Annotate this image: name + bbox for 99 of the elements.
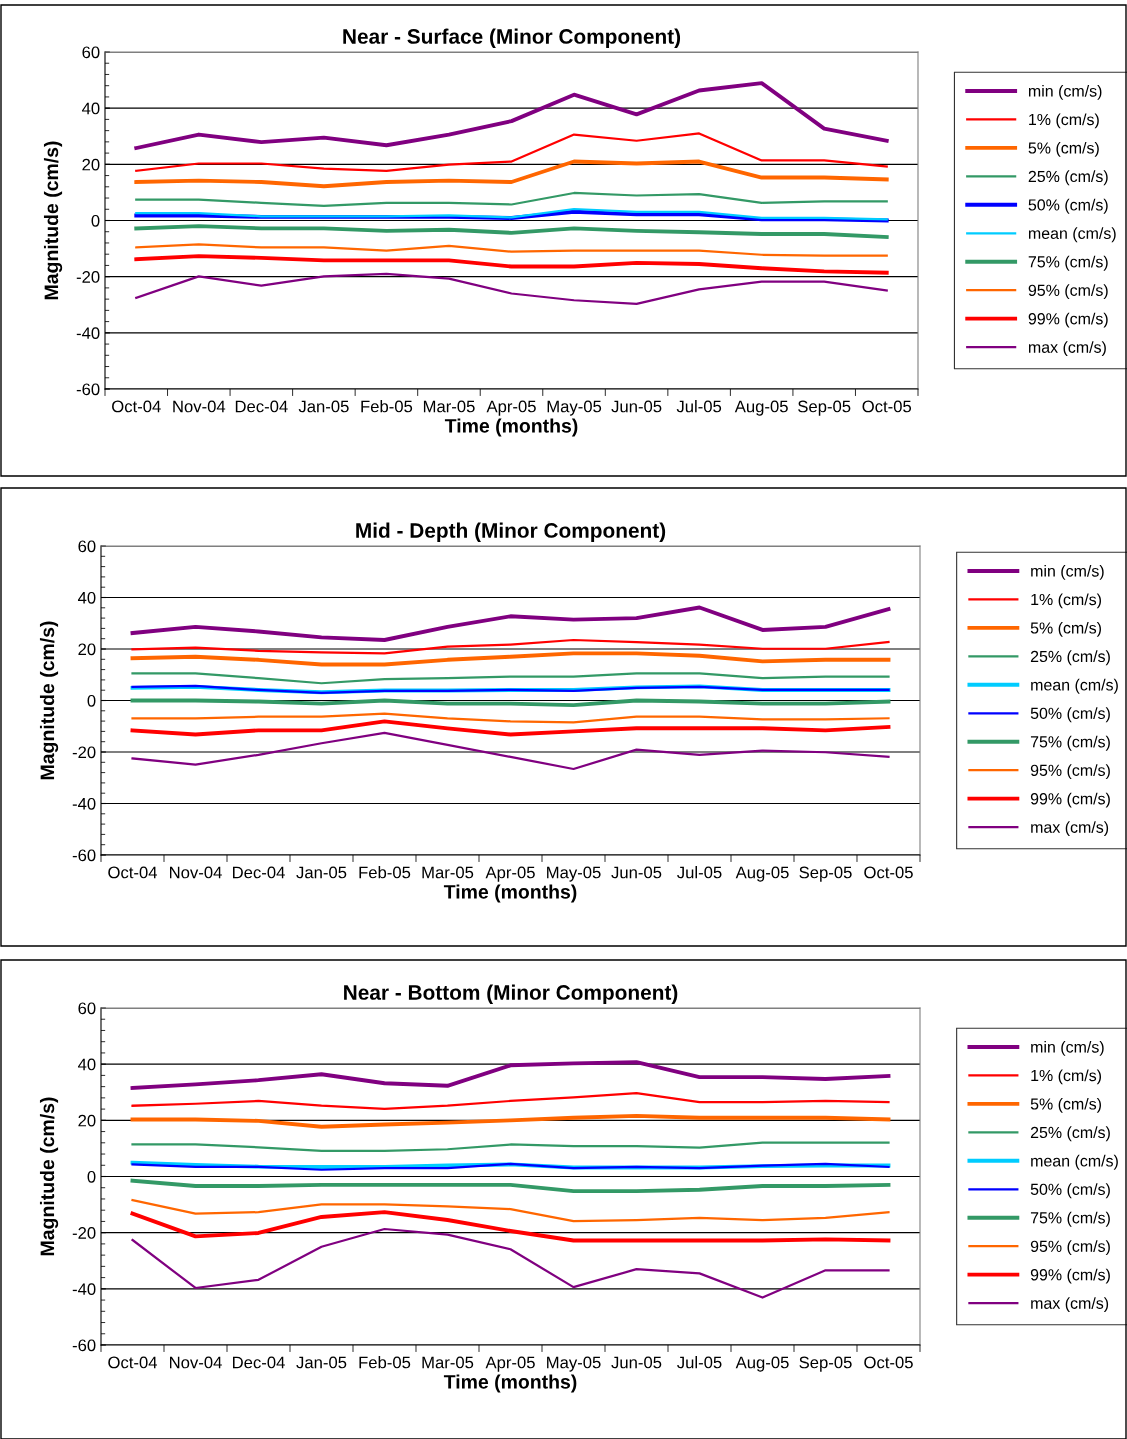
y-tick-label: 20: [78, 643, 96, 656]
x-tick-label: Jul-05: [677, 866, 722, 879]
x-tick-label: Feb-05: [359, 866, 411, 879]
x-tick-label: May-05: [547, 866, 601, 882]
y-tick-label: 40: [81, 102, 100, 115]
y-tick-label: -20: [72, 1227, 96, 1239]
x-tick-label: Aug-05: [735, 866, 789, 882]
legend-label: 75% (cm/s): [1028, 255, 1108, 271]
y-axis-title: Magnitude (cm/s): [39, 1097, 59, 1256]
x-tick-label: Sep-05: [799, 1356, 852, 1372]
legend-label: 25% (cm/s): [1030, 650, 1110, 666]
x-tick-label: Dec-04: [233, 1356, 285, 1369]
x-tick-label: Feb-05: [359, 1356, 411, 1369]
x-tick-label: Nov-04: [173, 400, 226, 413]
legend-label: 5% (cm/s): [1030, 621, 1102, 637]
x-tick-label: Jun-05: [611, 866, 662, 879]
x-tick-label: Nov-04: [170, 866, 222, 879]
x-tick-label: Jan-05: [296, 1356, 347, 1369]
x-tick-label: May-05: [547, 400, 602, 416]
x-tick-label: Apr-05: [485, 866, 535, 882]
legend-label: 1% (cm/s): [1029, 113, 1099, 129]
x-tick-label: Mar-05: [423, 400, 475, 413]
y-tick-label: -60: [76, 383, 100, 396]
y-tick-label: -40: [72, 1283, 96, 1296]
legend-label: 99% (cm/s): [1030, 1268, 1110, 1284]
y-axis-title: Magnitude (cm/s): [39, 621, 59, 780]
legend-label: mean (cm/s): [1031, 1154, 1118, 1170]
x-tick-label: Oct-05: [862, 400, 912, 413]
legend-label: max (cm/s): [1031, 1297, 1109, 1313]
x-tick-label: Sep-05: [798, 400, 851, 416]
y-tick-label: 40: [77, 1058, 96, 1071]
legend-label: 50% (cm/s): [1028, 198, 1108, 214]
x-tick-label: Mar-05: [422, 866, 474, 879]
x-tick-label: Aug-05: [735, 1356, 789, 1372]
legend-label: 5% (cm/s): [1028, 141, 1099, 157]
x-axis-title: Time (months): [444, 418, 578, 437]
x-tick-label: Dec-04: [235, 400, 288, 413]
legend-label: min (cm/s): [1028, 84, 1102, 100]
legend-label: mean (cm/s): [1031, 678, 1118, 694]
x-tick-label: Dec-04: [233, 866, 285, 879]
legend-label: 1% (cm/s): [1031, 1069, 1102, 1085]
y-tick-label: 40: [77, 591, 96, 604]
legend-label: min (cm/s): [1031, 564, 1104, 580]
legend-label: 25% (cm/s): [1030, 1126, 1110, 1142]
x-axis-title: Time (months): [443, 884, 577, 903]
x-tick-label: Oct-05: [864, 1356, 913, 1369]
legend-label: 50% (cm/s): [1030, 707, 1110, 723]
x-tick-label: Feb-05: [361, 400, 413, 413]
x-tick-label: Jun-05: [611, 400, 662, 413]
y-tick-label: 60: [78, 540, 96, 553]
legend-label: 50% (cm/s): [1030, 1183, 1110, 1199]
y-tick-label: 60: [82, 46, 100, 59]
chart-title: Near - Surface (Minor Component): [343, 28, 681, 48]
x-tick-label: Jun-05: [611, 1356, 662, 1369]
x-axis-title: Time (months): [443, 1374, 577, 1393]
x-tick-label: Mar-05: [422, 1356, 474, 1369]
y-tick-label: -20: [76, 271, 100, 283]
legend-label: 95% (cm/s): [1030, 1240, 1110, 1256]
x-tick-label: Jan-05: [296, 866, 347, 879]
x-tick-label: Jan-05: [298, 400, 349, 413]
legend-label: 5% (cm/s): [1030, 1097, 1102, 1113]
y-tick-label: 20: [78, 1114, 96, 1127]
x-tick-label: Sep-05: [799, 866, 852, 882]
legend-label: min (cm/s): [1031, 1040, 1104, 1056]
x-tick-label: Aug-05: [734, 400, 788, 416]
legend-label: 99% (cm/s): [1028, 312, 1108, 328]
y-tick-label: -60: [72, 849, 96, 862]
y-axis-title: Magnitude (cm/s): [43, 141, 63, 300]
y-tick-label: 0: [91, 214, 100, 227]
legend-label: 1% (cm/s): [1031, 593, 1102, 609]
y-tick-label: -40: [72, 797, 96, 810]
legend-label: max (cm/s): [1028, 341, 1106, 357]
y-tick-label: -40: [76, 327, 100, 340]
y-tick-label: 20: [82, 158, 100, 171]
legend-label: 99% (cm/s): [1030, 792, 1110, 808]
x-tick-label: Oct-05: [864, 866, 913, 879]
x-tick-label: Jul-05: [677, 1356, 722, 1369]
legend-label: 25% (cm/s): [1028, 170, 1108, 186]
y-tick-label: 0: [87, 1170, 96, 1183]
x-tick-label: Nov-04: [170, 1356, 222, 1369]
x-tick-label: Oct-04: [108, 1356, 158, 1369]
x-tick-label: Apr-05: [486, 400, 536, 416]
x-tick-label: Oct-04: [112, 400, 161, 413]
y-tick-label: 0: [87, 694, 96, 707]
y-tick-label: -60: [72, 1339, 96, 1352]
x-tick-label: Apr-05: [485, 1356, 535, 1372]
legend-label: 75% (cm/s): [1030, 735, 1110, 751]
x-tick-label: May-05: [547, 1356, 601, 1372]
legend-label: 95% (cm/s): [1028, 284, 1108, 300]
y-tick-label: 60: [78, 1002, 96, 1015]
legend-label: 75% (cm/s): [1030, 1211, 1110, 1227]
chart-title: Mid - Depth (Minor Component): [356, 522, 666, 542]
x-tick-label: Jul-05: [676, 400, 722, 413]
legend-label: 95% (cm/s): [1030, 764, 1110, 780]
legend-label: mean (cm/s): [1028, 227, 1116, 243]
legend-label: max (cm/s): [1031, 821, 1109, 837]
x-tick-label: Oct-04: [108, 866, 158, 879]
y-tick-label: -20: [72, 746, 96, 759]
chart-title: Near - Bottom (Minor Component): [344, 984, 678, 1004]
